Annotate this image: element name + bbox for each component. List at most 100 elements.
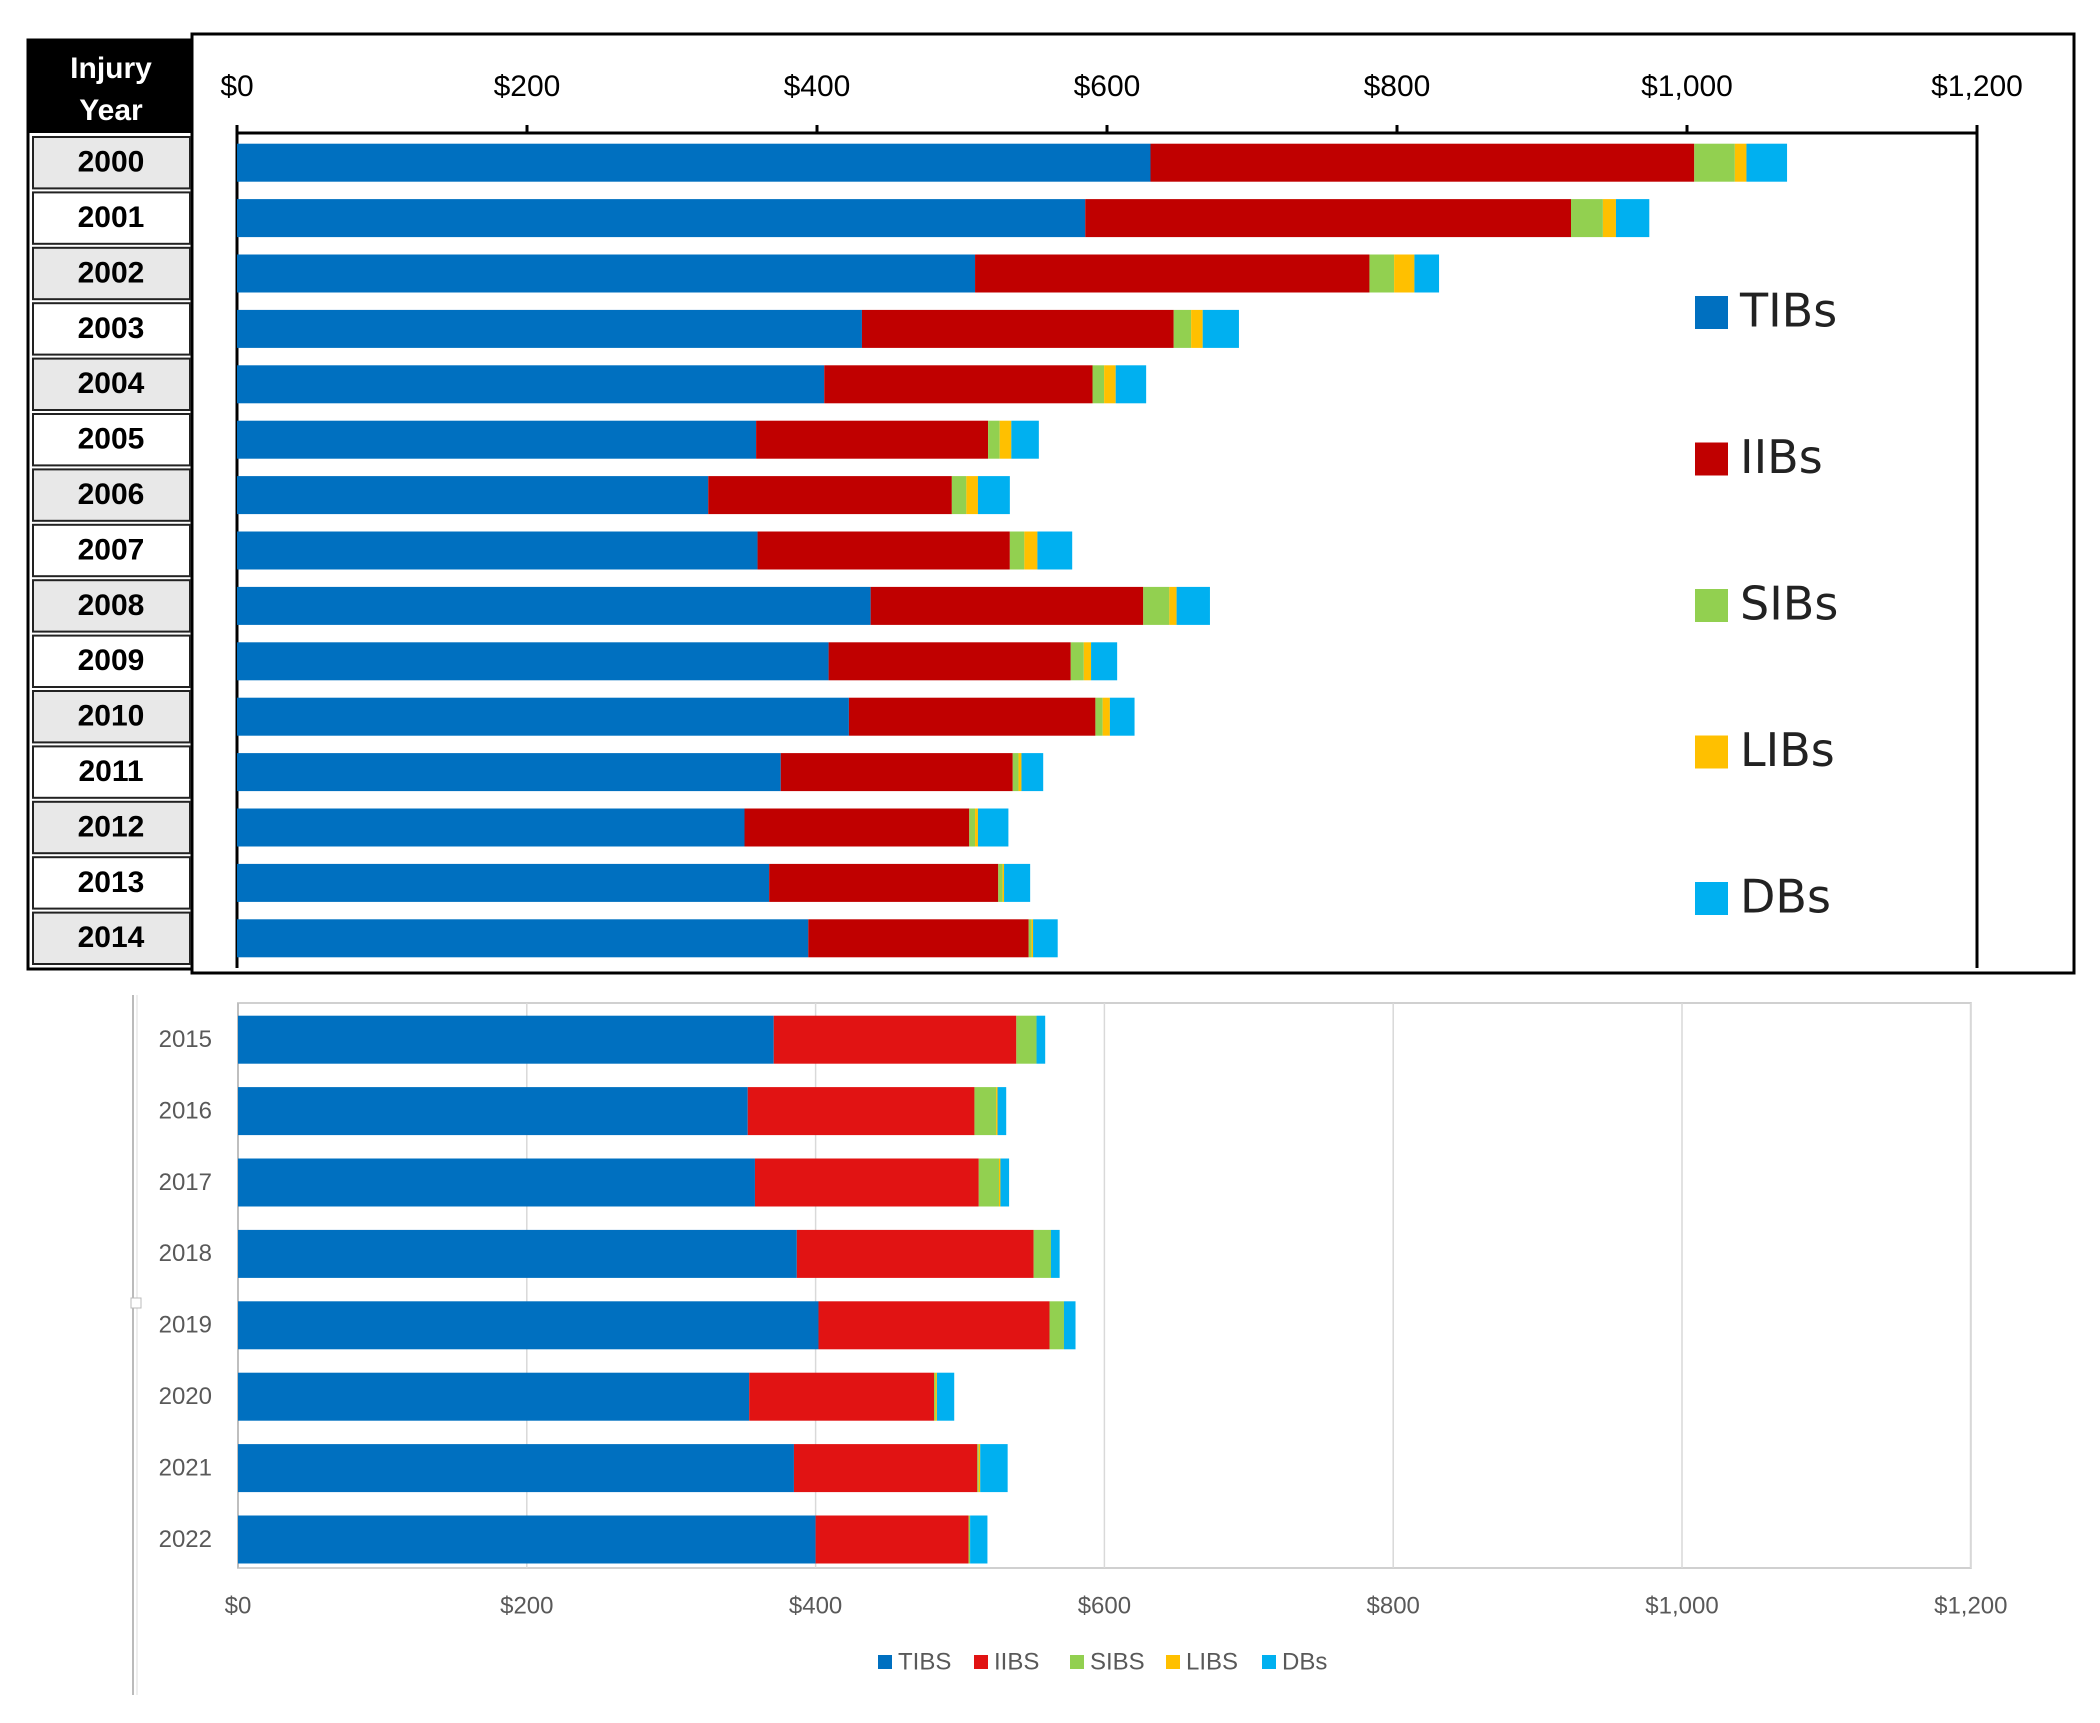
legend-label: SIBS — [1090, 1648, 1145, 1675]
year-cell — [32, 246, 191, 301]
bar-dbs-2009 — [1091, 642, 1118, 681]
bar-dbs-2017 — [1000, 1158, 1010, 1207]
bar-dbs-2008 — [1176, 586, 1210, 625]
bar-tibs-2007 — [237, 531, 758, 570]
tick-label: 2015 — [159, 1026, 212, 1053]
bar-iibs-2008 — [870, 586, 1144, 625]
bar-iibs-2022 — [815, 1515, 969, 1564]
bar-libs-2009 — [1083, 642, 1092, 681]
bar-libs-2011 — [1018, 753, 1022, 792]
bar-sibs-2009 — [1070, 642, 1084, 681]
legend-swatch-libs — [1166, 1655, 1180, 1669]
bar-dbs-2021 — [980, 1444, 1008, 1493]
legend-swatch-dbs — [1695, 882, 1728, 915]
legend-swatch-iibs — [974, 1655, 988, 1669]
tick-label: 2005 — [78, 423, 145, 456]
year-cell — [32, 191, 191, 245]
bar-sibs-2000 — [1694, 143, 1735, 182]
tick-label: $400 — [784, 70, 851, 103]
bar-sibs-2008 — [1143, 586, 1170, 625]
bar-iibs-2001 — [1085, 199, 1571, 238]
legend-label: DBs — [1740, 870, 1831, 924]
year-cell — [32, 800, 191, 855]
bar-sibs-2003 — [1173, 309, 1192, 348]
bar-iibs-2017 — [754, 1158, 979, 1207]
bar-dbs-2016 — [997, 1087, 1007, 1136]
legend-label: SIBs — [1740, 577, 1838, 631]
bar-dbs-2004 — [1115, 365, 1147, 404]
tick-label: 2001 — [78, 201, 145, 234]
tick-label: 2022 — [159, 1526, 212, 1553]
bar-tibs-2019 — [238, 1301, 819, 1350]
bar-iibs-2007 — [757, 531, 1010, 570]
bar-dbs-2013 — [1004, 863, 1031, 902]
tick-label: 2011 — [78, 755, 143, 788]
bar-sibs-2022 — [968, 1515, 971, 1564]
bar-tibs-2003 — [237, 309, 862, 348]
bar-tibs-2011 — [237, 753, 781, 792]
tick-label: 2017 — [159, 1169, 212, 1196]
bar-sibs-2010 — [1095, 697, 1103, 736]
tick-label: $800 — [1367, 1592, 1420, 1619]
tick-label: 2003 — [78, 312, 145, 345]
bar-libs-2017 — [998, 1158, 1001, 1207]
bar-iibs-2021 — [793, 1444, 978, 1493]
bar-sibs-2001 — [1571, 199, 1603, 238]
bar-dbs-2012 — [977, 808, 1009, 847]
bar-tibs-2012 — [237, 808, 745, 847]
bar-libs-2016 — [996, 1087, 998, 1136]
year-cell — [32, 523, 191, 578]
bar-libs-2007 — [1024, 531, 1038, 570]
bar-dbs-2015 — [1036, 1015, 1046, 1064]
legend-label: TIBs — [1739, 284, 1837, 338]
bar-iibs-2005 — [756, 420, 989, 459]
bar-iibs-2003 — [861, 309, 1174, 348]
tick-label: 2019 — [159, 1312, 212, 1339]
legend-swatch-iibs — [1695, 442, 1728, 476]
bar-sibs-2018 — [1033, 1229, 1051, 1278]
bar-sibs-2004 — [1092, 365, 1105, 404]
bar-dbs-2022 — [970, 1515, 988, 1564]
bar-libs-2005 — [999, 420, 1012, 459]
bar-iibs-2010 — [848, 697, 1096, 736]
bar-iibs-2018 — [796, 1229, 1034, 1278]
bar-sibs-2013 — [998, 863, 1003, 902]
bar-tibs-2009 — [237, 642, 829, 681]
bar-iibs-2012 — [744, 808, 970, 847]
bar-libs-2010 — [1102, 697, 1110, 736]
legend-swatch-dbs — [1262, 1655, 1276, 1669]
bar-iibs-2000 — [1150, 143, 1695, 182]
year-cell — [32, 911, 191, 965]
tick-label: $400 — [789, 1592, 842, 1619]
bar-iibs-2004 — [824, 365, 1093, 404]
bar-dbs-2007 — [1037, 531, 1073, 570]
bar-libs-2004 — [1104, 365, 1116, 404]
legend-swatch-sibs — [1070, 1655, 1084, 1669]
bar-tibs-2021 — [238, 1444, 794, 1493]
legend-label: IIBS — [994, 1648, 1039, 1675]
bar-sibs-2014 — [1028, 919, 1032, 958]
bar-dbs-2014 — [1033, 919, 1058, 958]
bottom-legend: TIBS IIBS SIBS LIBS DBs — [878, 1648, 1327, 1675]
bar-libs-2001 — [1602, 199, 1616, 238]
bar-sibs-2005 — [988, 420, 1000, 459]
bar-iibs-2020 — [749, 1372, 935, 1421]
legend-label: DBs — [1282, 1648, 1327, 1675]
bar-libs-2014 — [1031, 919, 1034, 958]
tick-label: $600 — [1078, 1592, 1131, 1619]
bar-iibs-2011 — [780, 753, 1013, 792]
bar-dbs-2018 — [1050, 1229, 1060, 1278]
bar-tibs-2002 — [237, 254, 976, 293]
bar-tibs-2022 — [238, 1515, 816, 1564]
bar-libs-2008 — [1169, 586, 1177, 625]
bar-sibs-2019 — [1049, 1301, 1064, 1350]
bar-libs-2021 — [978, 1444, 981, 1493]
bar-libs-2003 — [1191, 309, 1203, 348]
bar-dbs-2019 — [1063, 1301, 1076, 1350]
tick-label: $200 — [500, 1592, 553, 1619]
year-table: Injury Year 2000 2001 2002 2003 2004 2005 2006 20… — [26, 38, 194, 971]
bar-libs-2002 — [1394, 254, 1415, 293]
year-table-border — [26, 38, 194, 971]
year-cell — [32, 745, 191, 799]
bar-sibs-2017 — [978, 1158, 999, 1207]
